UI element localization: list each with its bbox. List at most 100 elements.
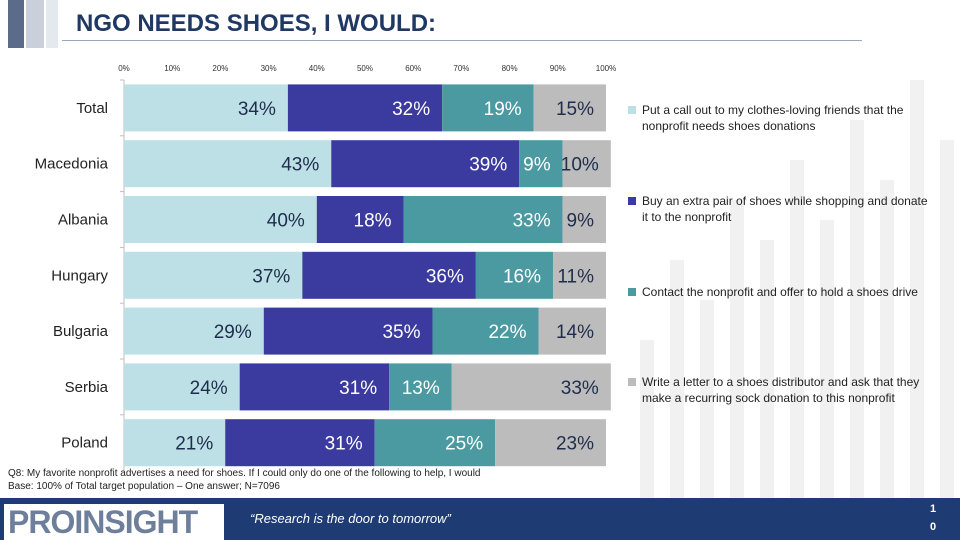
- bar-segment: [475, 251, 553, 299]
- bar-segment: [495, 419, 606, 467]
- footnote-base: Base: 100% of Total target population – …: [8, 481, 280, 492]
- bar-segment: [124, 84, 288, 132]
- data-label: 29%: [214, 322, 252, 343]
- bar-segment: [124, 251, 303, 299]
- bar-segment: [263, 307, 433, 355]
- bar-segment: [519, 140, 563, 188]
- legend-label: Contact the nonprofit and offer to hold …: [642, 285, 918, 299]
- x-tick-label: 30%: [261, 64, 277, 73]
- category-label: Hungary: [51, 267, 108, 284]
- data-label: 9%: [567, 211, 595, 232]
- legend-swatch: [628, 106, 636, 114]
- data-label: 33%: [561, 378, 599, 399]
- logo-text: PROINSIGHT: [8, 504, 198, 540]
- category-label: Macedonia: [35, 156, 109, 173]
- legend-label: Put a call out to my clothes-loving frie…: [642, 103, 904, 133]
- bar-segment: [124, 363, 240, 411]
- bar-segment: [287, 84, 443, 132]
- bar-segment: [124, 140, 332, 188]
- x-tick-label: 10%: [164, 64, 180, 73]
- legend-item: Contact the nonprofit and offer to hold …: [628, 284, 936, 300]
- bar-segment: [403, 196, 563, 243]
- bar-segment: [432, 307, 539, 355]
- page-number: 1 0: [926, 500, 940, 536]
- page-number-line: 0: [929, 521, 937, 533]
- x-tick-label: 80%: [502, 64, 518, 73]
- x-tick-label: 20%: [212, 64, 228, 73]
- data-label: 33%: [513, 211, 551, 232]
- stacked-bar-chart: 0% 10% 20% 30% 40% 50% 60% 70% 80% 90% 100% Total 34…: [35, 64, 616, 471]
- x-tick-label: 60%: [405, 64, 421, 73]
- footnote-question: Q8: My favorite nonprofit advertises a n…: [8, 468, 481, 479]
- data-label: 14%: [556, 322, 594, 343]
- data-label: 9%: [523, 155, 551, 176]
- legend-item: Put a call out to my clothes-loving frie…: [628, 102, 936, 134]
- data-label: 40%: [267, 211, 305, 232]
- legend-label: Write a letter to a shoes distributor an…: [642, 375, 920, 405]
- bar-segment: [562, 140, 611, 188]
- data-label: 31%: [339, 378, 377, 399]
- title-underline: [62, 40, 862, 41]
- data-label: 10%: [561, 155, 599, 176]
- bar-segment: [124, 307, 264, 355]
- bar-segment: [124, 196, 317, 243]
- footnote: Q8: My favorite nonprofit advertises a n…: [8, 467, 481, 493]
- data-label: 25%: [445, 434, 483, 455]
- x-tick-label: 90%: [550, 64, 566, 73]
- footer-tagline: “Research is the door to tomorrow”: [250, 511, 451, 526]
- page-title: NGO NEEDS SHOES, I WOULD:: [76, 10, 437, 37]
- data-label: 37%: [252, 266, 290, 287]
- corner-decoration: [26, 0, 44, 48]
- data-label: 24%: [190, 378, 228, 399]
- x-tick-label: 70%: [453, 64, 469, 73]
- data-label: 11%: [557, 266, 594, 287]
- data-label: 22%: [488, 322, 526, 343]
- data-label: 15%: [556, 99, 594, 120]
- legend-swatch: [628, 288, 636, 296]
- legend-swatch: [628, 197, 636, 205]
- data-label: 32%: [392, 99, 430, 120]
- bar-segment: [533, 84, 606, 132]
- data-label: 34%: [238, 99, 276, 120]
- x-tick-label: 0%: [118, 64, 130, 73]
- bar-segment: [538, 307, 606, 355]
- bar-segment: [451, 363, 611, 411]
- bar-segment: [389, 363, 452, 411]
- category-label: Bulgaria: [53, 323, 109, 340]
- data-label: 18%: [354, 211, 392, 232]
- page-number-line: 1: [929, 503, 937, 515]
- category-label: Serbia: [65, 379, 109, 396]
- bar-segment: [302, 251, 476, 299]
- data-label: 21%: [175, 434, 213, 455]
- category-label: Total: [76, 100, 108, 117]
- x-tick-label: 50%: [357, 64, 373, 73]
- data-label: 35%: [382, 322, 420, 343]
- data-label: 36%: [426, 266, 464, 287]
- bar-segment: [552, 251, 606, 299]
- company-logo: PROINSIGHT: [4, 504, 224, 540]
- bar-segment: [562, 196, 606, 243]
- data-label: 16%: [503, 266, 541, 287]
- x-tick-label: 40%: [309, 64, 325, 73]
- data-label: 19%: [484, 99, 522, 120]
- corner-decoration: [46, 0, 58, 48]
- legend-item: Write a letter to a shoes distributor an…: [628, 374, 936, 406]
- bar-segment: [374, 419, 496, 467]
- footer-bar: PROINSIGHT “Research is the door to tomo…: [0, 498, 960, 540]
- background-decoration: [630, 40, 960, 500]
- data-label: 31%: [325, 434, 363, 455]
- data-label: 13%: [402, 378, 440, 399]
- bar-segment: [225, 419, 375, 467]
- category-label: Albania: [58, 212, 109, 229]
- data-label: 43%: [281, 155, 319, 176]
- bar-segment: [124, 419, 226, 467]
- data-label: 23%: [556, 434, 594, 455]
- legend-swatch: [628, 378, 636, 386]
- x-tick-label: 100%: [596, 64, 616, 73]
- bar-segment: [239, 363, 390, 411]
- corner-decoration: [8, 0, 24, 48]
- bar-segment: [316, 196, 404, 243]
- bar-segment: [442, 84, 534, 132]
- data-label: 39%: [469, 155, 507, 176]
- bar-segment: [331, 140, 520, 188]
